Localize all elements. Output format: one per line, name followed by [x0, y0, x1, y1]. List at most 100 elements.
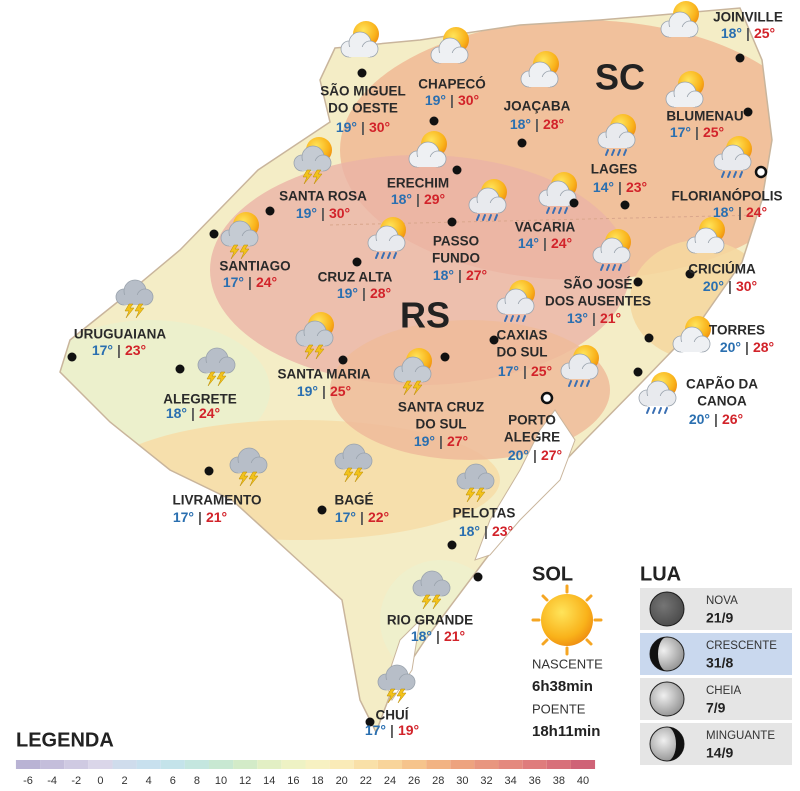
- legend-swatch: [305, 760, 330, 769]
- legend-swatch: [40, 760, 65, 769]
- min-temperature: 13°: [567, 310, 588, 326]
- legend-value: -2: [71, 775, 81, 787]
- legend-value: 22: [360, 775, 372, 787]
- separator: |: [535, 116, 539, 132]
- legend-swatch: [64, 760, 89, 769]
- min-temperature: 17°: [335, 509, 356, 525]
- city-name: CANOA: [697, 394, 747, 409]
- city-name: CHUÍ: [376, 708, 410, 723]
- legend: LEGENDA -6 -4 -2 0 2 4 6 8 10 12 14 16 18 20 22 24 26 28 3…: [15, 729, 596, 787]
- city-temperature: 18° | 25°: [721, 25, 775, 41]
- separator: |: [714, 411, 718, 427]
- city-name: CAXIAS: [496, 328, 547, 343]
- legend-swatch: [402, 760, 427, 769]
- moon-phase-date: 21/9: [706, 610, 733, 626]
- weather-icon: [592, 229, 631, 271]
- max-temperature: 28°: [543, 116, 564, 132]
- legend-value: -6: [23, 775, 33, 787]
- legend-swatch: [450, 760, 475, 769]
- min-temperature: 18°: [510, 116, 531, 132]
- separator: |: [543, 235, 547, 251]
- max-temperature: 26°: [722, 411, 743, 427]
- min-temperature: 17°: [92, 342, 113, 358]
- city-name: DOS AUSENTES: [545, 294, 651, 309]
- separator: |: [416, 191, 420, 207]
- city-dot: [440, 352, 450, 362]
- separator: |: [746, 25, 750, 41]
- city-name: SÃO MIGUEL: [320, 84, 406, 99]
- city-name: URUGUAIANA: [74, 327, 166, 342]
- legend-value: 18: [311, 775, 323, 787]
- city-name: TORRES: [709, 323, 765, 338]
- city-temperature: 19° | 27°: [414, 433, 468, 449]
- city-name: DO SUL: [496, 345, 547, 360]
- weather-icon: [538, 172, 577, 214]
- moon-shadow: [650, 637, 667, 671]
- weather-icon: [334, 443, 373, 483]
- city-name: SANTA MARIA: [278, 367, 371, 382]
- weather-icon: [115, 279, 154, 319]
- city-dot: [517, 138, 527, 148]
- max-temperature: 24°: [551, 235, 572, 251]
- state-label: RS: [400, 295, 450, 336]
- city-name: ALEGRE: [504, 430, 560, 445]
- legend-swatch: [281, 760, 306, 769]
- legend-value: 14: [263, 775, 275, 787]
- city-temperature: 19° | 28°: [337, 285, 391, 301]
- separator: |: [322, 383, 326, 399]
- min-temperature: 17°: [223, 274, 244, 290]
- legend-value: 34: [504, 775, 516, 787]
- weather-icon: [456, 463, 495, 503]
- city-temperature: 18° | 28°: [510, 116, 564, 132]
- city-dot: [452, 165, 462, 175]
- max-temperature: 30°: [736, 278, 757, 294]
- weather-icon: [665, 71, 704, 108]
- legend-value: 2: [121, 775, 127, 787]
- max-temperature: 24°: [256, 274, 277, 290]
- city-dot: [569, 198, 579, 208]
- city-name: CAPÃO DA: [686, 377, 758, 392]
- separator: |: [695, 124, 699, 140]
- weather-icon: [377, 664, 416, 704]
- separator: |: [360, 509, 364, 525]
- moon-phase-date: 31/8: [706, 655, 733, 671]
- weather-icon: [713, 136, 752, 178]
- separator: |: [436, 628, 440, 644]
- city-temperature: 14° | 24°: [518, 235, 572, 251]
- city-name: CHAPECÓ: [418, 77, 486, 92]
- city-temperature: 19° | 30°: [296, 205, 350, 221]
- city-dot: [265, 206, 275, 216]
- separator: |: [533, 447, 537, 463]
- max-temperature: 30°: [329, 205, 350, 221]
- min-temperature: 17°: [173, 509, 194, 525]
- city-temperature: 17° | 24°: [223, 274, 277, 290]
- max-temperature: 22°: [368, 509, 389, 525]
- max-temperature: 27°: [466, 267, 487, 283]
- legend-swatch: [112, 760, 137, 769]
- legend-swatch: [208, 760, 234, 769]
- weather-icon: [430, 27, 469, 64]
- legend-swatch: [329, 760, 354, 769]
- city-name: ALEGRETE: [163, 392, 237, 407]
- max-temperature: 21°: [444, 628, 465, 644]
- min-temperature: 14°: [593, 179, 614, 195]
- separator: |: [361, 119, 365, 135]
- min-temperature: 18°: [411, 628, 432, 644]
- city-name: SANTIAGO: [219, 259, 290, 274]
- capital-marker: [540, 391, 554, 405]
- min-temperature: 19°: [336, 119, 357, 135]
- city-name: FLORIANÓPOLIS: [672, 189, 783, 204]
- legend-value: 0: [97, 775, 103, 787]
- separator: |: [198, 509, 202, 525]
- max-temperature: 27°: [447, 433, 468, 449]
- city-name: CRICIÚMA: [688, 262, 756, 277]
- max-temperature: 23°: [626, 179, 647, 195]
- min-temperature: 20°: [720, 339, 741, 355]
- moon-phase-date: 14/9: [706, 745, 733, 761]
- weather-icon: [197, 347, 236, 387]
